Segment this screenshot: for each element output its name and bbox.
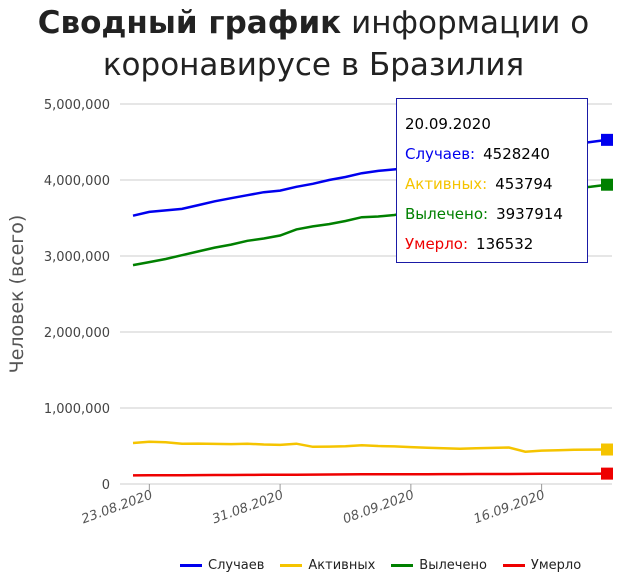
x-tick-label: 16.09.2020 bbox=[472, 488, 547, 528]
tooltip-deaths: Умерло: 136532 bbox=[405, 229, 579, 259]
y-tick-label: 3,000,000 bbox=[44, 250, 110, 265]
series-line-3 bbox=[132, 472, 608, 477]
legend-label-cases: Случаев bbox=[208, 558, 265, 573]
tooltip-active-value: 453794 bbox=[495, 175, 553, 193]
series-marker-1[interactable] bbox=[601, 443, 613, 456]
tooltip-cases-label: Случаев: bbox=[405, 145, 476, 163]
title-bold: Сводный график bbox=[37, 5, 342, 41]
tooltip-active-label: Активных: bbox=[405, 175, 488, 193]
y-tick-label: 1,000,000 bbox=[44, 402, 110, 417]
y-tick-label: 4,000,000 bbox=[44, 174, 110, 189]
legend-item-cases[interactable]: Случаев bbox=[180, 558, 264, 573]
series-marker-3[interactable] bbox=[601, 467, 613, 480]
tooltip-cases-value: 4528240 bbox=[483, 145, 550, 163]
y-tick-label: 2,000,000 bbox=[44, 326, 110, 341]
y-tick-label: 5,000,000 bbox=[44, 98, 110, 113]
y-axis-label: Человек (всего) bbox=[6, 215, 28, 374]
series-line-1 bbox=[132, 440, 608, 453]
legend-swatch-recovered bbox=[391, 564, 414, 567]
tooltip-cases: Случаев: 4528240 bbox=[405, 139, 579, 169]
tooltip-recovered-value: 3937914 bbox=[496, 205, 563, 223]
legend-label-deaths: Умерло bbox=[530, 558, 582, 573]
legend-item-active[interactable]: Активных bbox=[280, 558, 375, 573]
title-rest: информации о bbox=[351, 5, 590, 41]
x-ticks: 23.08.2020 31.08.2020 08.09.2020 16.09.2020 bbox=[80, 484, 547, 527]
chart-title: Сводный график информации о коронавирусе… bbox=[0, 2, 627, 86]
x-tick-label: 23.08.2020 bbox=[80, 488, 155, 528]
tooltip-date: 20.09.2020 bbox=[405, 115, 491, 133]
legend-label-recovered: Вылечено bbox=[419, 558, 487, 573]
tooltip-recovered-label: Вылечено: bbox=[405, 205, 489, 223]
x-tick-label: 08.09.2020 bbox=[341, 488, 416, 528]
tooltip-recovered: Вылечено: 3937914 bbox=[405, 199, 579, 229]
title-line2: коронавирусе в Бразилия bbox=[102, 47, 525, 83]
legend-label-active: Активных bbox=[308, 558, 376, 573]
x-tick-label: 31.08.2020 bbox=[210, 488, 285, 528]
series-marker-0[interactable] bbox=[601, 133, 613, 146]
tooltip-active: Активных: 453794 bbox=[405, 169, 579, 199]
legend-swatch-active bbox=[280, 564, 303, 567]
y-ticks: 0 1,000,000 2,000,000 3,000,000 4,000,000 5,0… bbox=[44, 98, 110, 493]
legend-item-recovered[interactable]: Вылечено bbox=[391, 558, 487, 573]
tooltip: 20.09.2020 Случаев: 4528240 Активных: 4537… bbox=[396, 98, 588, 263]
series-marker-2[interactable] bbox=[601, 178, 613, 191]
tooltip-deaths-value: 136532 bbox=[476, 235, 534, 253]
y-tick-label: 0 bbox=[102, 478, 110, 493]
legend-swatch-deaths bbox=[502, 564, 525, 567]
legend-item-deaths[interactable]: Умерло bbox=[502, 558, 582, 573]
legend: Случаев Активных Вылечено Умерло bbox=[180, 558, 581, 573]
legend-swatch-cases bbox=[180, 564, 202, 567]
tooltip-deaths-label: Умерло: bbox=[405, 235, 469, 253]
